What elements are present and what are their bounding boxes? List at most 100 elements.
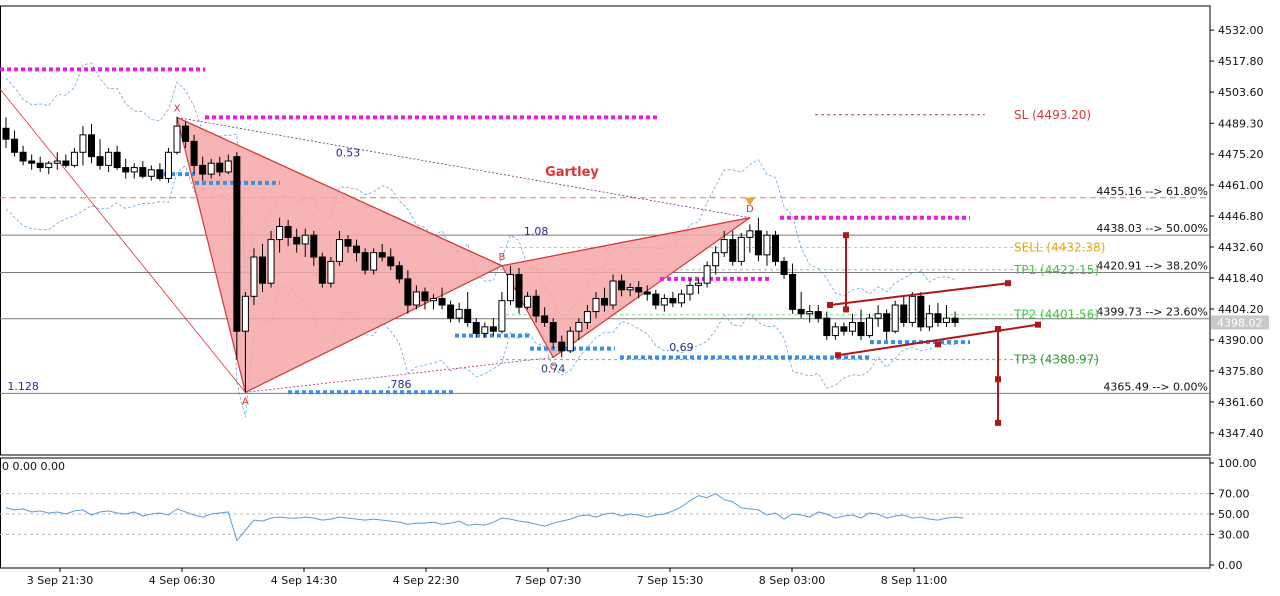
- candle-body: [558, 341, 566, 352]
- price-tick-label: 4375.80: [1218, 365, 1264, 378]
- time-tick-label: 8 Sep 11:00: [881, 574, 947, 587]
- candle-body: [267, 239, 275, 284]
- candle-body: [866, 317, 874, 337]
- candle-body: [575, 321, 583, 332]
- candle-body: [746, 230, 754, 238]
- candle-body: [489, 326, 497, 332]
- candle-body: [335, 239, 343, 262]
- candle-body: [712, 252, 720, 267]
- fib-label: 4455.16 --> 61.80%: [1096, 185, 1208, 198]
- candle-body: [643, 291, 651, 295]
- ratio-label: 0.74: [541, 363, 566, 376]
- pattern-xd-line: [176, 116, 750, 219]
- candle-body: [566, 330, 574, 352]
- candle-body: [70, 151, 78, 166]
- candle-body: [28, 160, 36, 164]
- price-tick-label: 4461.00: [1218, 179, 1264, 192]
- trade-level-label: SL (4493.20): [1014, 108, 1091, 122]
- channel-node: [935, 341, 941, 348]
- candle-body: [900, 304, 908, 323]
- candle-body: [908, 295, 916, 323]
- candle-body: [498, 300, 506, 332]
- candle-body: [447, 304, 455, 319]
- candle-body: [515, 273, 523, 308]
- candle-body: [831, 326, 839, 337]
- candle-body: [241, 295, 249, 332]
- candle-body: [455, 308, 463, 319]
- candle-body: [823, 317, 831, 337]
- candle-body: [190, 140, 198, 166]
- trade-level-label: TP2 (4401.56): [1013, 308, 1099, 322]
- candle-body: [395, 265, 403, 280]
- candle-body: [532, 295, 540, 317]
- candle-body: [763, 234, 771, 256]
- candle-body: [925, 313, 933, 328]
- candle-body: [199, 164, 207, 175]
- bb-lower: [5, 164, 956, 418]
- price-tick-label: 4517.80: [1218, 55, 1264, 68]
- candle-body: [780, 260, 788, 275]
- main-plot-frame: [0, 5, 1211, 456]
- candle-body: [370, 252, 378, 271]
- candle-body: [404, 278, 412, 306]
- candle-body: [139, 167, 147, 177]
- candle-body: [635, 287, 643, 293]
- candle-body: [481, 326, 489, 334]
- pattern-point-label: D: [746, 204, 754, 215]
- candle-body: [361, 252, 369, 271]
- time-axis: 3 Sep 21:30 4 Sep 06:30 4 Sep 14:30 4 Sep 2…: [27, 568, 947, 587]
- pattern-lead-line: [0, 88, 246, 393]
- candle-body: [438, 297, 446, 306]
- pattern-point-label: C: [550, 361, 557, 372]
- channel-upper: [829, 282, 1009, 307]
- price-tick-label: 4489.30: [1218, 117, 1264, 130]
- candle-body: [173, 125, 181, 153]
- candle-body: [19, 151, 27, 162]
- price-tick-label: 4475.20: [1218, 148, 1264, 161]
- candle-body: [164, 151, 172, 179]
- candle-body: [524, 295, 532, 308]
- candle-body: [883, 313, 891, 332]
- indicator-tick-label: 0.00: [1218, 559, 1243, 572]
- candle-body: [318, 256, 326, 284]
- price-tick-label: 4347.40: [1218, 427, 1264, 440]
- channel-node: [843, 306, 849, 313]
- indicator-tick-label: 30.00: [1218, 528, 1250, 541]
- fib-label: 4399.73 --> 23.60%: [1096, 306, 1208, 319]
- candle-body: [259, 256, 266, 284]
- trade-level-label: TP1 (4422.15): [1013, 263, 1099, 277]
- ratio-label: 0.53: [336, 147, 361, 160]
- price-tick-label: 4418.40: [1218, 272, 1264, 285]
- candle-body: [677, 293, 685, 304]
- sell-arrow-icon: [744, 197, 755, 206]
- ratio-label: 0.69: [669, 341, 694, 354]
- candle-body: [412, 291, 420, 306]
- bb-upper: [5, 62, 956, 319]
- current-price-marker: [1211, 315, 1269, 330]
- candle-body: [626, 287, 634, 291]
- pattern-point-label: B: [498, 252, 505, 263]
- candle-body: [182, 125, 190, 142]
- channel-node: [1035, 321, 1041, 328]
- candle-body: [618, 280, 626, 291]
- candle-body: [729, 239, 737, 262]
- fib-label: 4420.91 --> 38.20%: [1096, 259, 1208, 272]
- candle-body: [378, 252, 386, 258]
- candle-body: [601, 297, 608, 306]
- candle-body: [2, 127, 10, 140]
- candle-body: [840, 326, 848, 332]
- candle-body: [421, 291, 429, 302]
- trade-levels: SL (4493.20) SELL (4432.38) TP1 (4422.15) T…: [500, 108, 1105, 367]
- candle-body: [79, 134, 87, 153]
- indicator-readout: 0 0.00 0.00: [2, 460, 65, 473]
- candle-body: [276, 225, 284, 241]
- price-tick-label: 4361.60: [1218, 396, 1264, 409]
- candle-body: [156, 169, 164, 179]
- candle-body: [695, 282, 703, 286]
- ratio-label: 1.128: [7, 380, 39, 393]
- candle-body: [549, 321, 557, 343]
- candle-body: [11, 138, 19, 153]
- candle-body: [147, 169, 155, 177]
- channel-node: [995, 376, 1001, 383]
